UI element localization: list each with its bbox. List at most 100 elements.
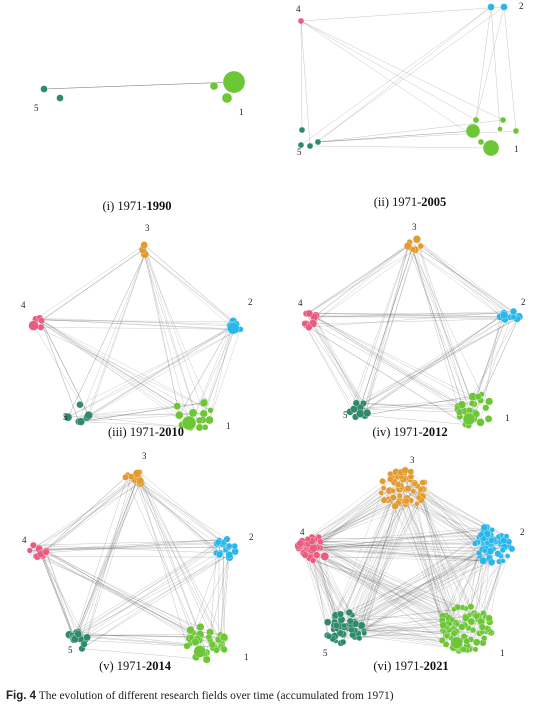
node-field-3 (378, 490, 384, 496)
edge-3-4 (308, 499, 400, 545)
panel-v-caption: (v) 1971-2014 (99, 659, 172, 673)
node-field-2 (489, 527, 495, 533)
node-field-1 (479, 629, 485, 635)
node-field-1 (208, 641, 216, 649)
edge-2-3 (395, 471, 484, 539)
edge-3-5 (364, 488, 409, 634)
edge-3-4 (41, 249, 143, 321)
node-field-4 (30, 541, 37, 549)
panel-iii-caption-prefix: (iii) 1971- (108, 425, 159, 439)
node-field-3 (380, 485, 387, 491)
edge-2-5 (73, 546, 229, 639)
cluster-label-3: 3 (142, 451, 147, 461)
node-field-1 (205, 415, 214, 425)
edge-3-5 (80, 476, 138, 640)
node-field-1 (450, 636, 463, 649)
node-field-3 (407, 468, 415, 475)
node-field-4 (28, 320, 39, 331)
edge-3-4 (41, 477, 126, 554)
node-field-1 (205, 633, 212, 641)
node-field-3 (410, 488, 416, 495)
edge-2-5 (78, 324, 237, 422)
edge-1-5 (354, 608, 465, 622)
panel-iv-cluster-2 (496, 307, 524, 324)
node-field-1 (462, 412, 476, 426)
edge-3-5 (352, 497, 419, 635)
edge-3-5 (327, 500, 407, 623)
edge-2-4 (311, 541, 496, 550)
panel-iii-cluster-1 (173, 398, 214, 432)
edge-3-4 (309, 245, 409, 314)
edge-1-2 (209, 543, 218, 641)
edge-2-3 (142, 249, 231, 327)
edge-2-4 (314, 313, 504, 318)
node-field-2 (486, 547, 495, 555)
node-field-5 (324, 618, 332, 626)
node-field-4 (313, 551, 321, 559)
node-field-2 (500, 3, 508, 11)
edge-3-5 (73, 481, 141, 639)
edge-2-5 (362, 316, 501, 415)
panel-ii-caption-year: 2005 (421, 195, 446, 209)
edge-4-5 (41, 320, 89, 416)
panel-iv-nodes (301, 235, 524, 429)
edge-3-4 (39, 472, 140, 550)
edge-1-4 (306, 313, 462, 407)
edge-2-5 (340, 543, 502, 615)
cluster-label-2: 2 (520, 527, 525, 537)
edge-1-4 (300, 20, 504, 121)
edge-2-5 (309, 6, 505, 147)
node-field-1 (465, 123, 481, 139)
edge-1-2 (471, 320, 506, 404)
panel-v-caption-year: 2014 (146, 659, 172, 673)
node-field-2 (500, 536, 508, 545)
edge-3-4 (308, 497, 394, 544)
node-field-1 (186, 626, 195, 635)
edge-1-3 (419, 493, 470, 650)
edge-3-5 (73, 474, 128, 639)
edge-2-3 (409, 241, 520, 317)
cluster-label-2: 2 (521, 297, 526, 307)
edge-2-4 (46, 542, 224, 551)
edge-2-4 (315, 315, 505, 320)
panel-iii-caption-year: 2010 (159, 425, 184, 439)
node-field-3 (128, 473, 135, 480)
edge-2-4 (29, 542, 219, 551)
edge-2-4 (33, 544, 221, 554)
node-field-1 (188, 634, 195, 641)
edge-1-3 (143, 244, 204, 414)
edge-3-5 (335, 484, 399, 616)
node-field-5 (341, 622, 347, 629)
edge-3-4 (300, 481, 383, 544)
edge-3-4 (304, 245, 409, 324)
node-field-5 (356, 635, 363, 642)
edge-1-2 (468, 548, 513, 650)
node-field-5 (76, 401, 84, 409)
edge-1-3 (405, 500, 465, 637)
node-field-3 (379, 477, 386, 485)
edge-1-5 (363, 619, 453, 632)
edge-2-4 (305, 548, 490, 559)
edge-3-4 (304, 483, 415, 550)
node-field-4 (301, 551, 309, 559)
node-field-3 (387, 475, 394, 483)
panel-vi-caption-year: 2021 (424, 659, 449, 673)
edge-1-4 (300, 20, 477, 121)
edge-2-5 (353, 318, 518, 410)
edge-1-4 (320, 547, 488, 630)
edge-2-5 (351, 548, 486, 631)
panel-i-nodes (40, 70, 246, 104)
edge-2-5 (67, 329, 241, 418)
cluster-label-5: 5 (323, 648, 328, 658)
edge-4-5 (300, 20, 311, 147)
node-field-2 (504, 553, 511, 559)
panel-ii: 1 2 4 5 (ii) 1971-2005 (296, 1, 524, 209)
node-field-1 (457, 400, 467, 409)
edge-1-5 (353, 408, 476, 413)
panel-v-caption-prefix: (v) 1971- (99, 659, 146, 673)
node-field-1 (195, 423, 204, 432)
edge-2-3 (142, 249, 237, 325)
edge-1-5 (317, 130, 474, 143)
edge-1-4 (314, 316, 459, 410)
edge-2-5 (339, 529, 491, 623)
